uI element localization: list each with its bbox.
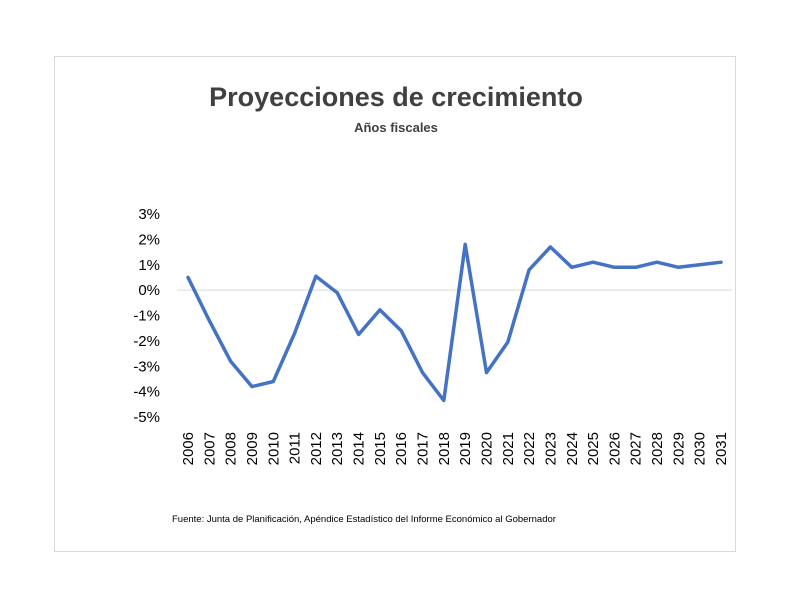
x-tick-label: 2006 [180, 432, 197, 465]
x-tick-label: 2016 [393, 432, 410, 465]
series-line [186, 242, 723, 403]
x-tick-label: 2031 [713, 432, 730, 465]
y-axis-ticks: 3% 2% 1% 0% -1% -2% -3% -4% -5% [133, 206, 160, 426]
y-tick-label: -2% [133, 333, 160, 350]
chart-frame [54, 56, 736, 552]
x-tick-label: 2025 [585, 432, 602, 465]
x-tick-label: 2012 [308, 432, 325, 465]
y-tick-label: -5% [133, 409, 160, 426]
x-tick-label: 2010 [265, 432, 282, 465]
x-tick-label: 2021 [500, 432, 517, 465]
x-tick-label: 2026 [606, 432, 623, 465]
y-tick-label: -3% [133, 358, 160, 375]
chart-subtitle: Años fiscales [354, 120, 438, 135]
y-tick-label: 0% [138, 282, 160, 299]
y-tick-label: -1% [133, 308, 160, 325]
x-tick-label: 2009 [244, 432, 261, 465]
y-tick-label: -4% [133, 384, 160, 401]
x-tick-label: 2028 [649, 432, 666, 465]
x-tick-label: 2018 [436, 432, 453, 465]
x-tick-label: 2024 [564, 432, 581, 465]
x-tick-label: 2020 [478, 432, 495, 465]
x-tick-label: 2030 [692, 432, 709, 465]
source-note: Fuente: Junta de Planificación, Apéndice… [172, 514, 556, 525]
x-tick-label: 2011 [287, 432, 304, 464]
x-tick-label: 2029 [670, 432, 687, 465]
x-axis-ticks: 2006 2007 2008 2009 2010 2011 2012 2013 2014 2015… [180, 432, 730, 465]
x-tick-label: 2015 [372, 432, 389, 465]
x-tick-label: 2017 [415, 432, 432, 465]
x-tick-label: 2023 [542, 432, 559, 465]
chart-title: Proyecciones de crecimiento [209, 82, 583, 112]
y-tick-label: 1% [138, 257, 160, 274]
y-tick-label: 3% [138, 206, 160, 223]
x-tick-label: 2019 [457, 432, 474, 465]
x-tick-label: 2013 [329, 432, 346, 465]
x-tick-label: 2007 [201, 432, 218, 465]
y-tick-label: 2% [138, 231, 160, 248]
x-tick-label: 2014 [351, 432, 368, 465]
x-tick-label: 2027 [628, 432, 645, 465]
x-tick-label: 2008 [223, 432, 240, 465]
x-tick-label: 2022 [521, 432, 538, 465]
